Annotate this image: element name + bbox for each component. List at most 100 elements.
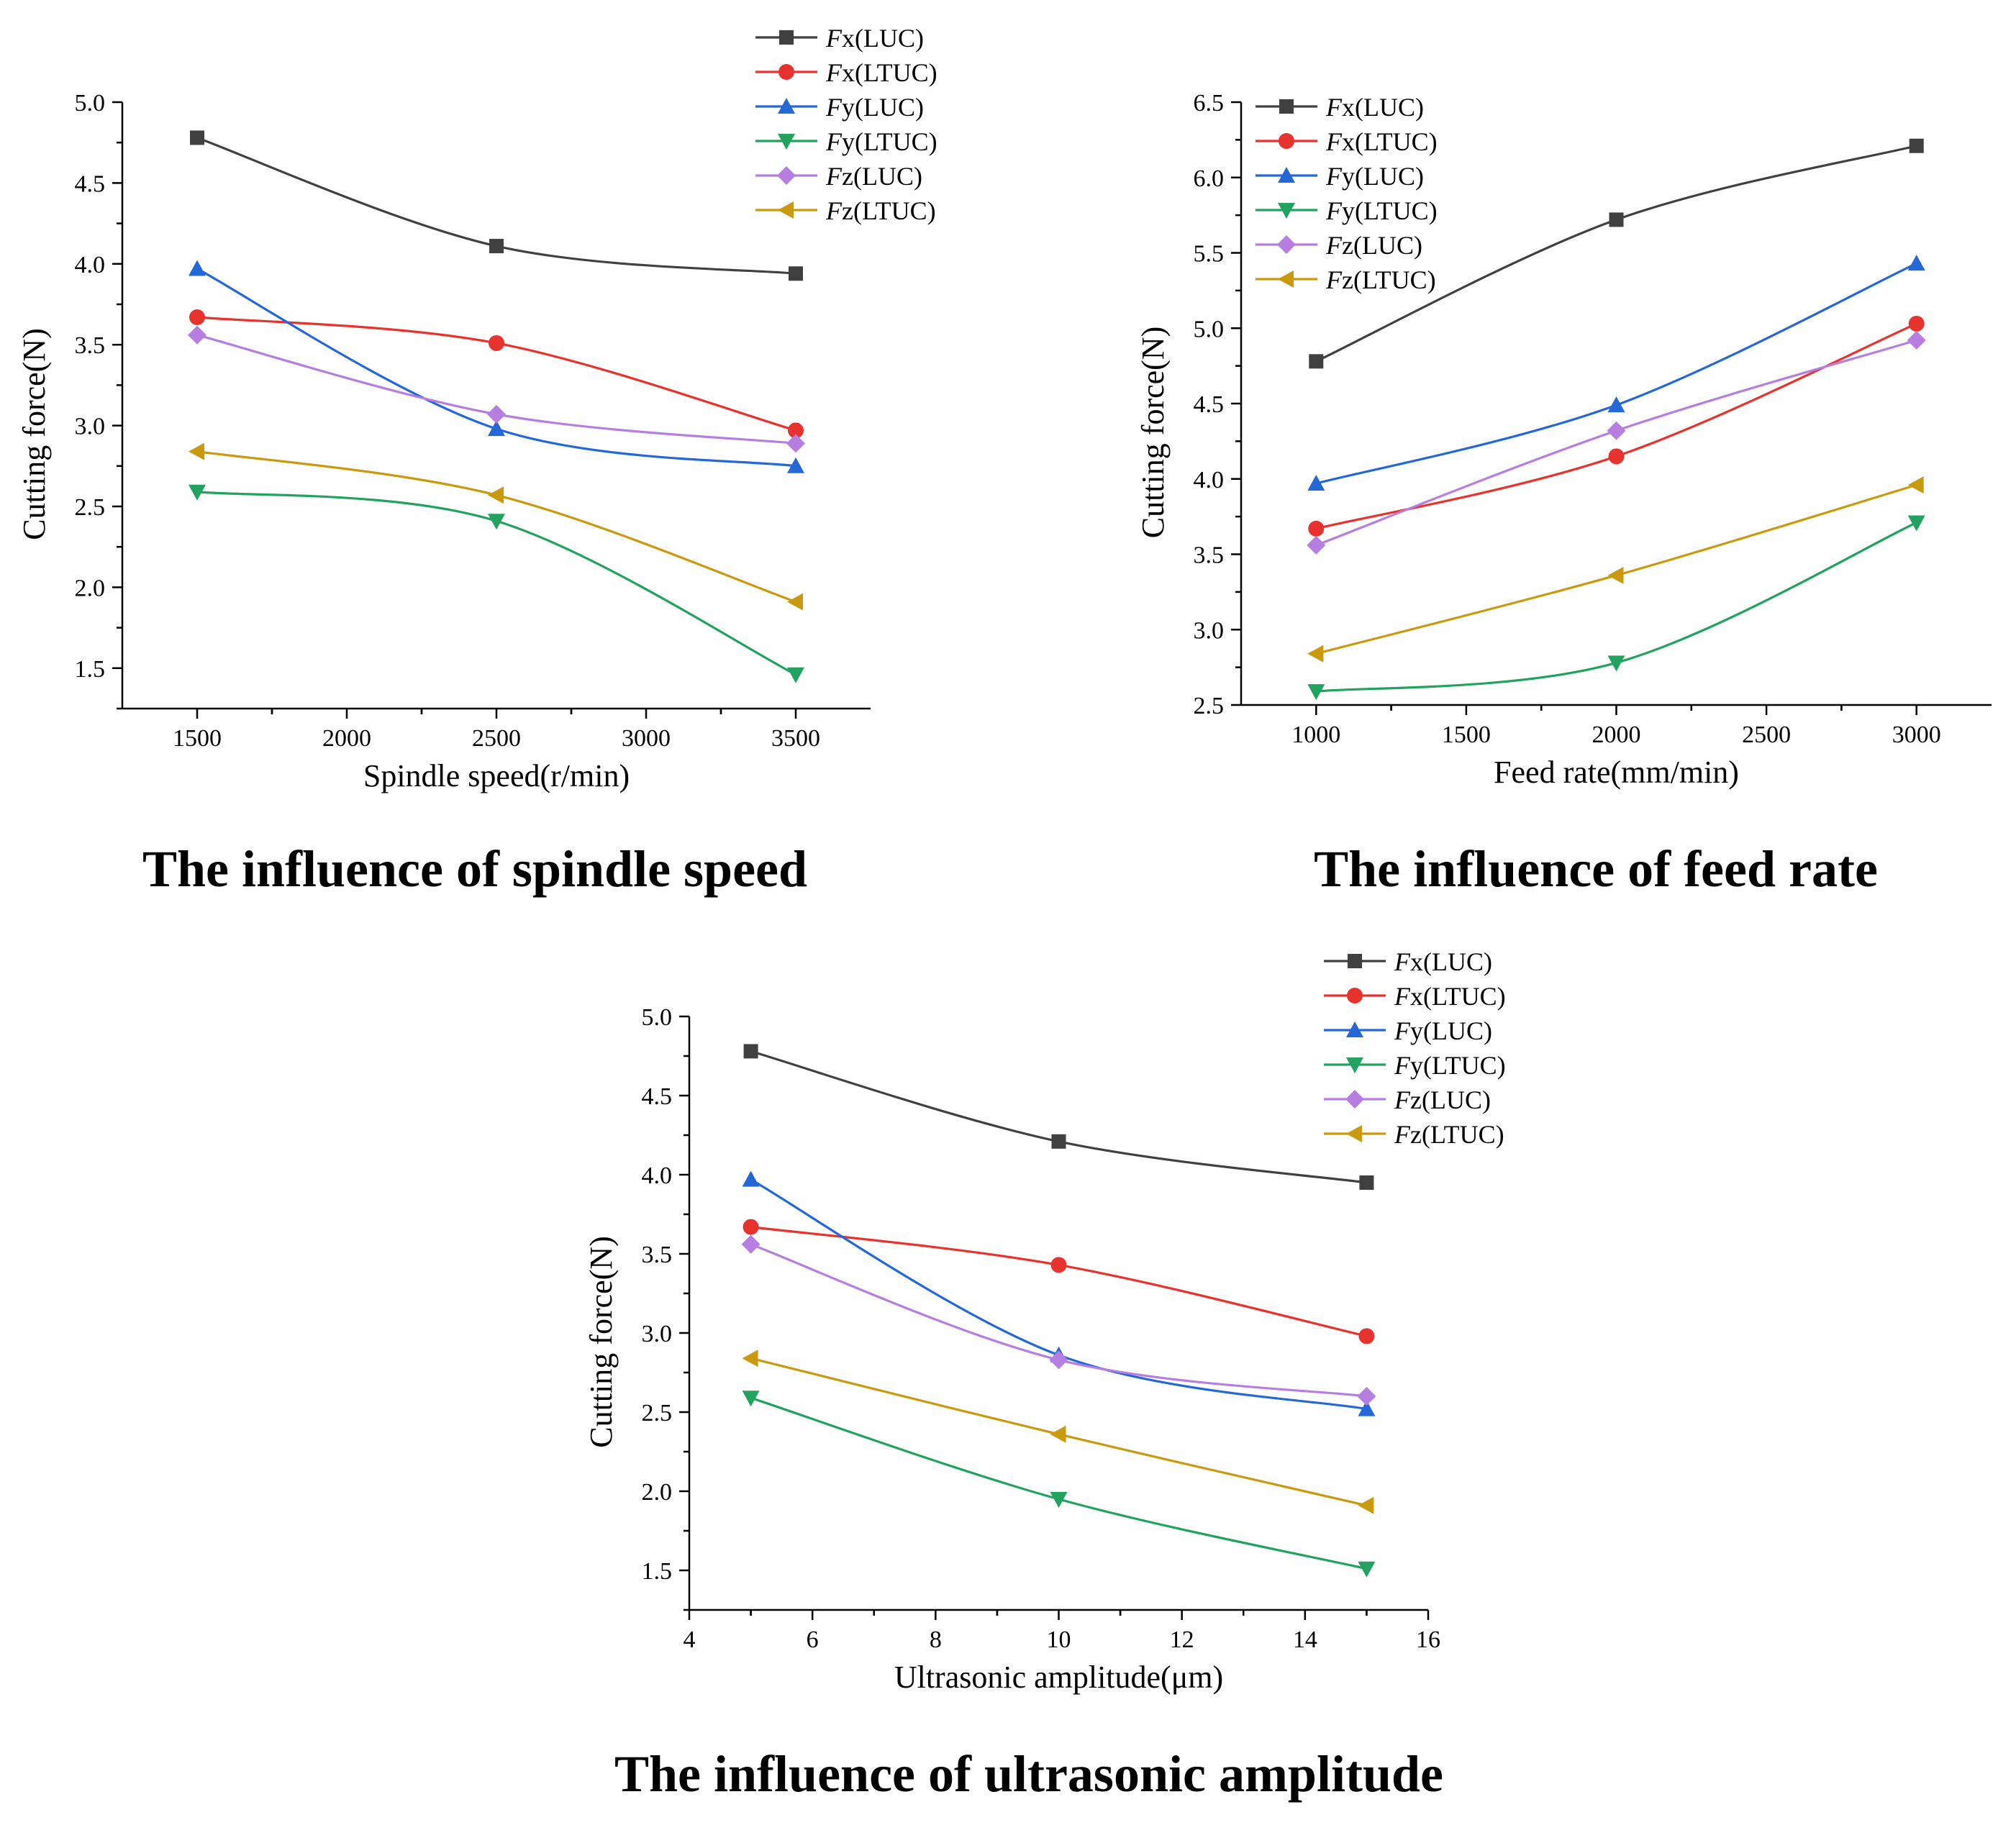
legend-label: Fz(LTUC): [1325, 265, 1436, 294]
data-point: [1607, 566, 1624, 584]
data-point: [1909, 138, 1924, 153]
legend-label: Fz(LTUC): [825, 196, 936, 225]
data-point: [488, 486, 504, 504]
y-tick-label: 5.0: [642, 1004, 673, 1031]
data-point: [742, 1350, 758, 1368]
legend-item: Fy(LTUC): [755, 127, 937, 156]
legend-marker: [1347, 988, 1363, 1004]
data-point: [743, 1044, 758, 1059]
chart-caption: The influence of ultrasonic amplitude: [614, 1745, 1443, 1803]
data-point: [1049, 1350, 1068, 1370]
y-tick-label: 4.5: [1194, 391, 1225, 418]
y-tick-label: 1.5: [642, 1558, 673, 1585]
y-tick-label: 2.5: [75, 494, 106, 521]
series-Fy(LTUC): [189, 484, 804, 683]
data-point: [190, 130, 204, 145]
series-Fx(LTUC): [1308, 315, 1925, 537]
y-tick-label: 2.0: [75, 575, 106, 601]
legend-marker: [1346, 1021, 1363, 1037]
x-axis-title: Feed rate(mm/min): [1494, 755, 1739, 790]
legend-marker: [1279, 133, 1294, 149]
data-point: [1907, 476, 1924, 494]
y-tick-label: 4.0: [642, 1162, 673, 1189]
y-axis-title: Cutting force(N): [1135, 327, 1171, 538]
legend-item: Fz(LTUC): [755, 196, 936, 225]
legend-marker: [778, 64, 794, 80]
legend-item: Fz(LUC): [1324, 1086, 1491, 1114]
legend-item: Fx(LUC): [1256, 93, 1424, 122]
legend-marker: [778, 201, 794, 219]
data-point: [1307, 645, 1324, 663]
data-point: [787, 593, 803, 611]
legend-label: Fx(LTUC): [1325, 127, 1438, 156]
y-tick-label: 6.5: [1194, 90, 1225, 117]
y-tick-label: 4.0: [75, 252, 106, 278]
data-point: [1309, 354, 1324, 369]
series-line: [750, 1050, 1367, 1184]
legend-marker: [1279, 99, 1294, 114]
data-point: [1050, 1492, 1068, 1508]
x-tick-label: 1500: [173, 725, 222, 752]
x-tick-label: 3000: [1892, 722, 1941, 748]
x-axis-title: Spindle speed(r/min): [363, 758, 630, 793]
legend-item: Fy(LUC): [1324, 1016, 1492, 1045]
legend-marker: [1278, 203, 1295, 219]
legend-item: Fy(LTUC): [1256, 196, 1438, 225]
x-tick-label: 3000: [622, 725, 671, 752]
x-tick-label: 6: [807, 1626, 819, 1653]
x-tick-label: 2500: [472, 725, 521, 752]
legend-marker: [1278, 270, 1294, 288]
data-point: [1050, 1257, 1067, 1273]
x-tick-label: 1000: [1291, 722, 1340, 748]
series-Fz(LTUC): [1307, 476, 1924, 663]
legend-label: Fy(LTUC): [1394, 1051, 1506, 1080]
legend-marker: [1278, 167, 1295, 183]
legend-marker: [778, 134, 795, 150]
data-point: [1907, 255, 1925, 271]
x-tick-label: 8: [930, 1626, 942, 1653]
x-tick-label: 16: [1416, 1626, 1440, 1653]
x-tick-label: 10: [1047, 1626, 1071, 1653]
data-point: [1307, 535, 1326, 555]
data-point: [1307, 475, 1325, 491]
legend-item: Fz(LTUC): [1256, 265, 1436, 294]
legend-label: Fz(LUC): [825, 162, 922, 191]
chart-caption: The influence of spindle speed: [142, 840, 807, 898]
legend-item: Fy(LTUC): [1324, 1051, 1506, 1080]
data-point: [1907, 331, 1926, 350]
data-point: [488, 514, 505, 530]
y-axis-title: Cutting force(N): [17, 328, 52, 540]
data-point: [786, 434, 805, 453]
y-tick-label: 4.5: [75, 170, 106, 197]
legend-marker: [1346, 1057, 1363, 1073]
series-Fz(LTUC): [742, 1350, 1374, 1514]
data-point: [789, 266, 803, 281]
data-point: [1358, 1496, 1374, 1514]
data-point: [788, 422, 804, 439]
legend-label: Fx(LUC): [1325, 93, 1424, 122]
y-tick-label: 2.5: [642, 1400, 673, 1426]
data-point: [1307, 684, 1325, 701]
legend-item: Fx(LTUC): [755, 58, 937, 87]
series-Fy(LTUC): [742, 1391, 1376, 1578]
legend-label: Fx(LUC): [1394, 947, 1492, 976]
legend-item: Fz(LUC): [1256, 231, 1422, 260]
data-point: [1607, 421, 1626, 440]
y-tick-label: 3.5: [642, 1242, 673, 1268]
y-tick-label: 2.0: [642, 1479, 673, 1506]
data-point: [1359, 1175, 1374, 1190]
data-point: [787, 667, 804, 683]
legend-label: Fz(LUC): [1325, 231, 1422, 260]
legend-label: Fy(LTUC): [1325, 196, 1438, 225]
data-point: [742, 1391, 760, 1407]
data-point: [1607, 396, 1625, 413]
x-tick-label: 2500: [1742, 722, 1791, 748]
legend-label: Fx(LTUC): [825, 58, 937, 87]
data-point: [743, 1219, 759, 1235]
y-tick-label: 3.0: [75, 414, 106, 440]
chart-panel-2: 2.5 3.0 3.5 4.0 4.5 5.0 5.5 6.0 6.5 1000 1500 2000 2…: [1135, 90, 1992, 898]
series-Fx(LUC): [1309, 138, 1924, 369]
y-tick-label: 2.5: [1194, 693, 1225, 719]
